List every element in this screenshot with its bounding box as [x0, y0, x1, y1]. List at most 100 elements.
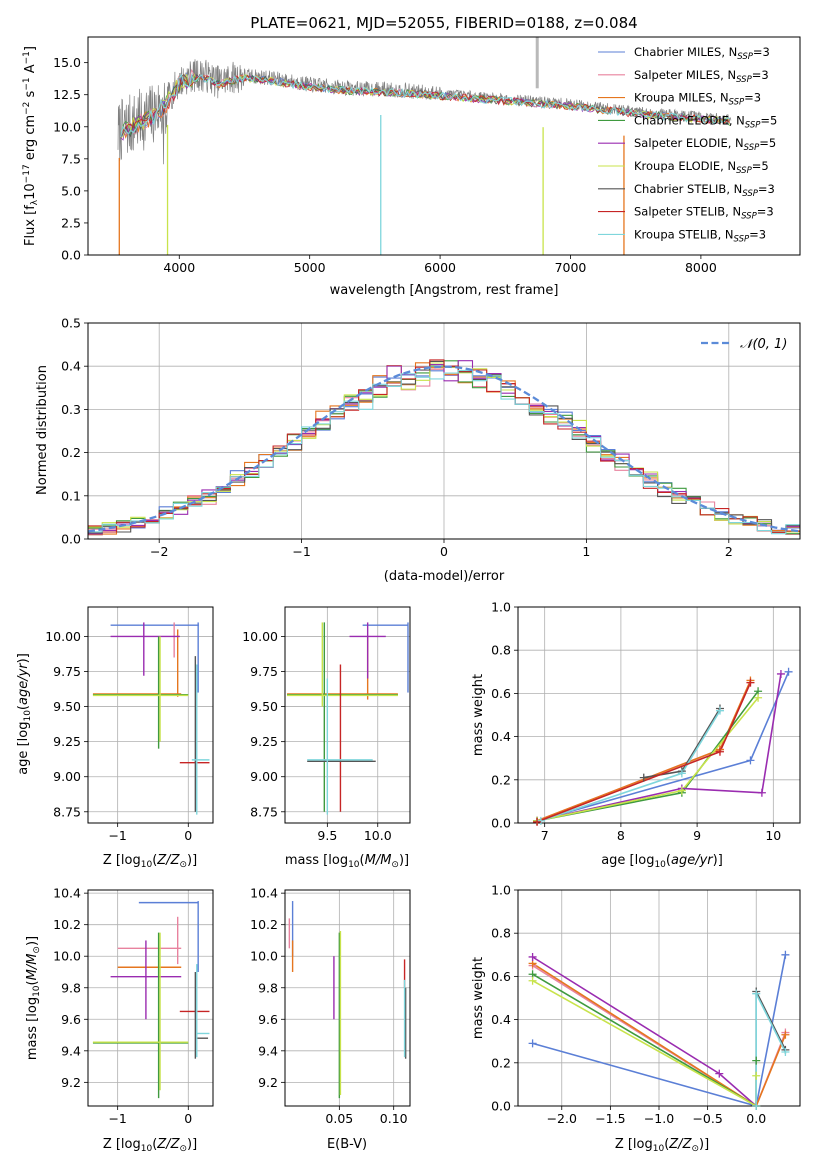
- weight_vs_age-marker: [677, 769, 686, 778]
- weight_vs_age-xtick-label: 10: [765, 828, 781, 843]
- mass_vs_EBV-ytick-label: 9.6: [258, 1012, 278, 1027]
- age-vs-mass-panel: mass [log10(M/M⊙)] 9.5 10.08.759.009.259.…: [242, 606, 411, 870]
- legend-label-5: Kroupa ELODIE, NSSP=5: [634, 159, 769, 176]
- mass_vs_EBV-ytick-label: 10.0: [250, 949, 278, 964]
- spectrum-ytick-label: 12.5: [53, 87, 81, 102]
- age_vs_Z-ytick-label: 9.25: [53, 734, 81, 749]
- age_vs_mass-ytick-label: 10.00: [242, 629, 278, 644]
- spectrum-ytick-label: 15.0: [53, 55, 81, 70]
- weight_vs_age-marker: [776, 669, 785, 678]
- mass_vs_Z-plot-area: [92, 901, 210, 1099]
- spectrum-xtick-label: 6000: [424, 260, 456, 275]
- residuals-plot-area: [88, 359, 800, 536]
- spectrum-ylabel: Flux [fλ10−17 erg cm−2 s−1 A−1]: [22, 46, 40, 246]
- spectrum-title: PLATE=0621, MJD=52055, FIBERID=0188, z=0…: [250, 14, 637, 32]
- weight-vs-age-ylabel: mass weight: [471, 674, 486, 756]
- spectrum-xtick-label: 5000: [294, 260, 326, 275]
- residuals-xtick-label: 2: [725, 544, 733, 559]
- age_vs_mass-ytick-label: 8.75: [250, 804, 278, 819]
- weight_vs_age-ytick-label: 0.2: [491, 772, 511, 787]
- weight_vs_age-marker: [757, 788, 766, 797]
- age_vs_Z-ytick-label: 10.00: [45, 629, 81, 644]
- weight-vs-age-panel: age [log10(age/yr)] mass weight 7 8 9 10 0.0…: [471, 600, 801, 870]
- residuals-xtick-label: −1: [292, 544, 310, 559]
- mass-vs-ebv-xlabel: E(B-V): [327, 1137, 367, 1152]
- weight_vs_age-xtick-label: 7: [541, 828, 549, 843]
- weight_vs_age-marker: [533, 817, 542, 826]
- age_vs_mass-xtick-label: 10.0: [364, 828, 392, 843]
- mass-vs-z-panel: Z [log10(Z/Z⊙)] mass [log10(M/M⊙)] −1 0 9.…: [25, 886, 214, 1154]
- age_vs_mass-xtick-label: 9.5: [317, 828, 337, 843]
- legend-normal-label: 𝒩(0, 1): [740, 337, 787, 352]
- mass_vs_Z-ytick-label: 9.4: [61, 1043, 81, 1058]
- weight_vs_Z-ytick-label: 0.2: [491, 1055, 511, 1070]
- residuals-ytick-label: 0.5: [61, 316, 81, 331]
- weight_vs_age-ytick-label: 0.6: [491, 686, 511, 701]
- weight_vs_Z-ytick-label: 0.4: [491, 1012, 511, 1027]
- age_vs_Z-ytick-label: 9.75: [53, 664, 81, 679]
- legend-label-7: Salpeter STELIB, NSSP=3: [634, 205, 774, 222]
- spectrum-xlabel: wavelength [Angstrom, rest frame]: [330, 283, 559, 298]
- residuals-xtick-label: 0: [440, 544, 448, 559]
- age_vs_mass-plot-area: [287, 622, 409, 815]
- weight-vs-z-panel: Z [log10(Z/Z⊙)] mass weight −2.0 −1.5 −1.0…: [471, 883, 801, 1154]
- weight_vs_age-ytick-label: 1.0: [491, 600, 511, 615]
- weight_vs_Z-xtick-label: −1.5: [595, 1111, 625, 1126]
- mass_vs_EBV-ytick-label: 9.4: [258, 1043, 278, 1058]
- weight_vs_age-marker: [639, 773, 648, 782]
- spectrum-ytick-label: 10.0: [53, 119, 81, 134]
- weight_vs_Z-line-2: [532, 962, 787, 1106]
- legend-label-3: Chabrier ELODIE, NSSP=5: [634, 113, 777, 130]
- weight_vs_Z-marker: [752, 989, 761, 998]
- legend-label-0: Chabrier MILES, NSSP=3: [634, 45, 770, 62]
- weight_vs_Z-ytick-label: 0.6: [491, 969, 511, 984]
- mass_vs_Z-ytick-label: 10.4: [53, 886, 81, 901]
- age_vs_mass-ytick-label: 9.75: [250, 664, 278, 679]
- legend-label-1: Salpeter MILES, NSSP=3: [634, 68, 769, 85]
- weight_vs_Z-axes: −2.0 −1.5 −1.0 −0.5 0.0 0.0 0.2 0.4 0.6 0.8 1.0: [491, 883, 801, 1126]
- weight_vs_Z-marker: [528, 1039, 537, 1048]
- spectrum-ytick-label: 2.5: [61, 215, 81, 230]
- residuals-ytick-label: 0.4: [61, 359, 81, 374]
- mass-vs-z-ylabel: mass [log10(M/M⊙)]: [25, 936, 42, 1060]
- model-spectrum-8: [120, 73, 730, 138]
- weight_vs_Z-marker: [752, 1102, 761, 1110]
- mass_vs_EBV-ytick-label: 9.2: [258, 1075, 278, 1090]
- weight_vs_Z-ytick-label: 1.0: [491, 883, 511, 898]
- weight_vs_Z-xtick-label: −2.0: [547, 1111, 577, 1126]
- weight_vs_Z-marker: [781, 1048, 790, 1056]
- age_vs_Z-ytick-label: 9.00: [53, 769, 81, 784]
- residuals-ytick-label: 0.1: [61, 488, 81, 503]
- weight_vs_age-marker: [536, 816, 545, 825]
- mass-vs-z-xlabel: Z [log10(Z/Z⊙)]: [103, 1137, 197, 1154]
- legend-label-8: Kroupa STELIB, NSSP=3: [634, 227, 766, 244]
- residuals-ytick-label: 0.3: [61, 402, 81, 417]
- weight_vs_age-ytick-label: 0.0: [491, 816, 511, 831]
- residuals-panel: (data-model)/error Normed distribution −…: [35, 316, 801, 584]
- mass_vs_EBV-xtick-label: 0.05: [325, 1111, 353, 1126]
- age_vs_mass-ytick-label: 9.00: [250, 769, 278, 784]
- weight_vs_age-frame: [517, 606, 801, 824]
- age-vs-z-ylabel: age [log10(age/yr)]: [16, 653, 33, 775]
- spectrum-xtick-label: 8000: [685, 260, 717, 275]
- mass_vs_Z-xtick-label: −1: [108, 1111, 126, 1126]
- weight_vs_Z-marker: [752, 1056, 761, 1065]
- age_vs_mass-ytick-label: 9.50: [250, 699, 278, 714]
- residuals-ytick-label: 0.0: [61, 532, 81, 547]
- mass_vs_Z-xtick-label: 0: [184, 1111, 192, 1126]
- age-vs-mass-xlabel: mass [log10(M/M⊙)]: [285, 853, 409, 870]
- weight_vs_Z-ytick-label: 0.0: [491, 1099, 511, 1114]
- age-vs-z-panel: Z [log10(Z/Z⊙)] age [log10(age/yr)] −1 0 8…: [16, 606, 214, 870]
- mass_vs_Z-ytick-label: 9.8: [61, 980, 81, 995]
- weight_vs_Z-xtick-label: −0.5: [692, 1111, 722, 1126]
- residuals-xtick-label: 1: [582, 544, 590, 559]
- mass_vs_EBV-plot-area: [288, 901, 407, 1099]
- model-spectrum-7: [120, 74, 730, 138]
- residuals-xlabel: (data-model)/error: [384, 569, 505, 584]
- mass-vs-ebv-panel: E(B-V) 0.05 0.10 9.2 9.4 9.6 9.8 10.0 10.2 10.4: [250, 886, 411, 1152]
- weight_vs_Z-marker: [752, 1071, 761, 1080]
- weight_vs_Z-xtick-label: −1.0: [644, 1111, 674, 1126]
- age_vs_Z-frame: [87, 606, 214, 824]
- mass_vs_EBV-ytick-label: 10.4: [250, 886, 278, 901]
